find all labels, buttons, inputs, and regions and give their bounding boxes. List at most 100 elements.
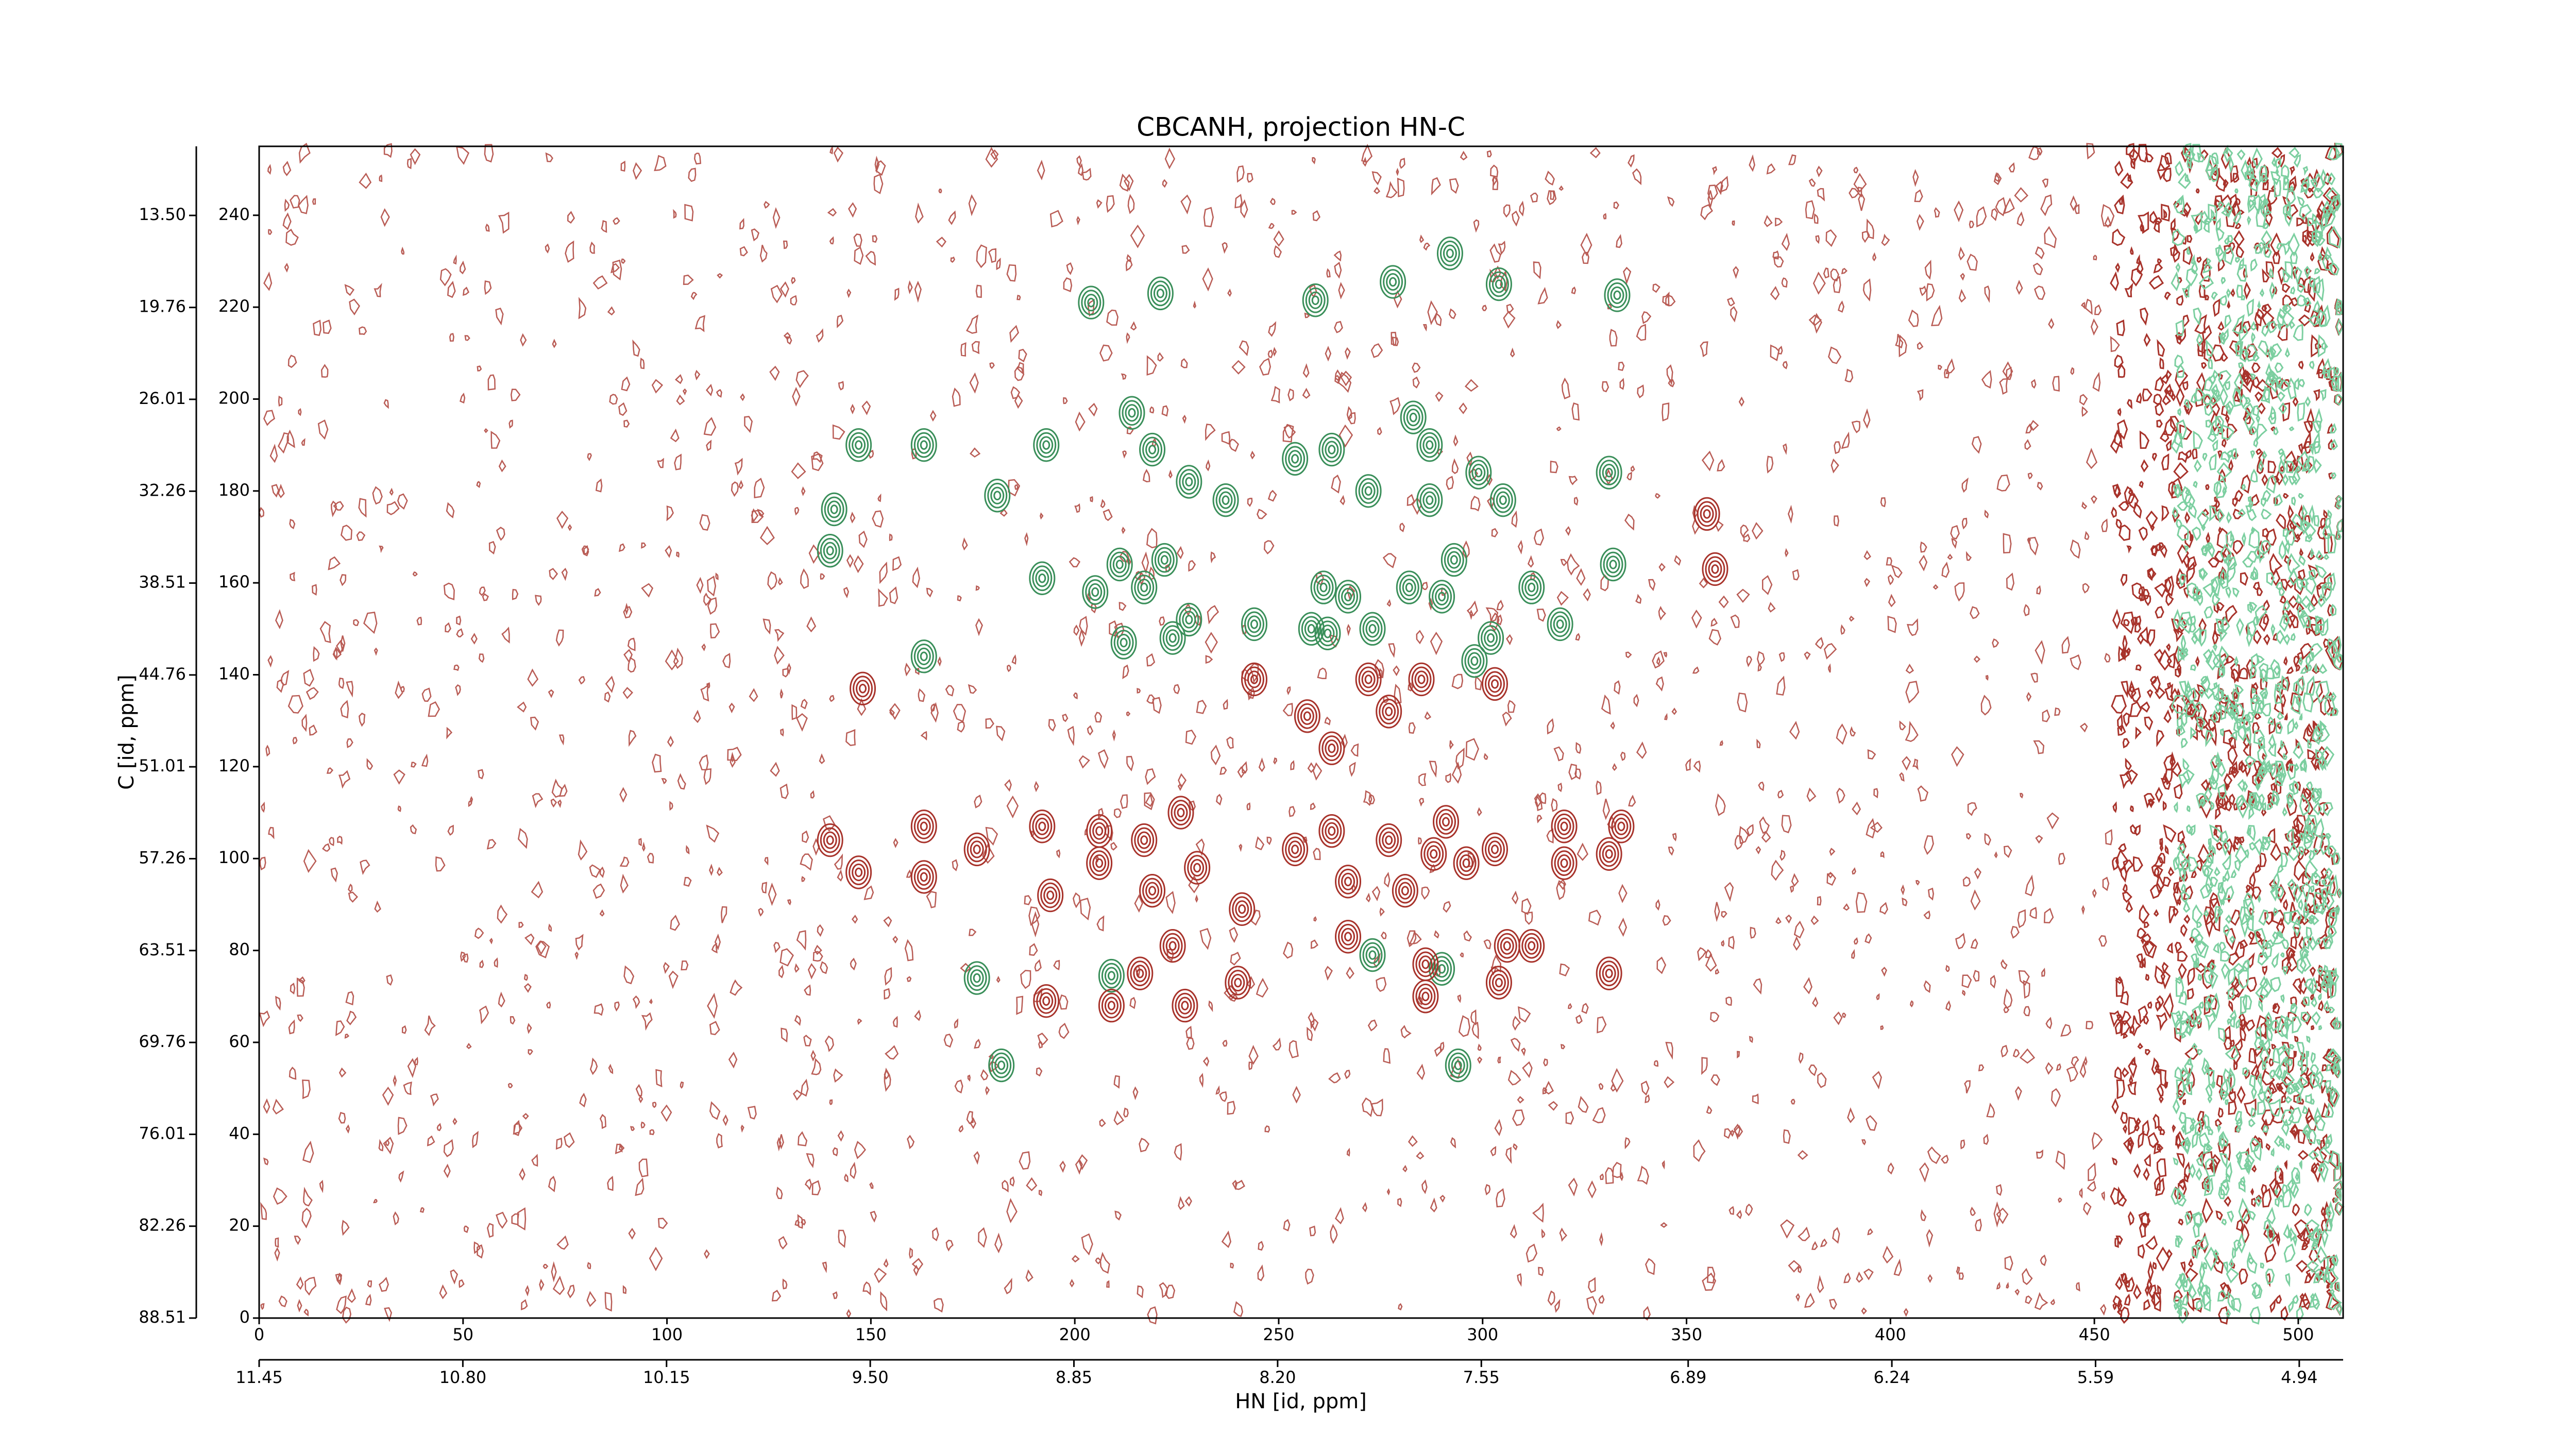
x2-tick-label: 10.80 bbox=[439, 1368, 487, 1387]
chart-title: CBCANH, projection HN-C bbox=[1137, 112, 1465, 142]
peak-inner-contour bbox=[1175, 992, 1195, 1019]
peak-inner-contour bbox=[1368, 624, 1377, 634]
peak-contour bbox=[1033, 984, 1060, 1018]
peak-inner-contour bbox=[1500, 937, 1514, 955]
y-tick-label: 180 bbox=[218, 480, 250, 500]
peak-contour bbox=[1482, 667, 1509, 701]
peak bbox=[1376, 823, 1402, 857]
peak-inner-contour bbox=[913, 432, 934, 458]
peak-inner-contour bbox=[1316, 578, 1331, 597]
peak bbox=[1318, 731, 1345, 765]
peak-inner-contour bbox=[1042, 996, 1050, 1006]
peak-contour bbox=[1212, 483, 1239, 517]
peak-inner-contour bbox=[1524, 578, 1539, 597]
peak-contour bbox=[1078, 285, 1105, 319]
peak-contour bbox=[963, 832, 990, 867]
y-tick-label: 240 bbox=[218, 205, 250, 224]
peak-inner-contour bbox=[1231, 973, 1245, 992]
x2-tick-label: 11.45 bbox=[235, 1368, 283, 1387]
y2-tick-label: 51.01 bbox=[139, 756, 186, 775]
peak-inner-contour bbox=[1154, 547, 1175, 573]
peak-inner-contour bbox=[1599, 960, 1619, 987]
peak-inner-contour bbox=[1341, 587, 1355, 606]
peak-inner-contour bbox=[1451, 1056, 1465, 1074]
x-tick-label: 350 bbox=[1671, 1325, 1702, 1344]
peak-inner-contour bbox=[1398, 882, 1412, 900]
x2-tick-label: 8.20 bbox=[1259, 1368, 1296, 1387]
y2-tick-label: 19.76 bbox=[139, 297, 186, 316]
peak-inner-contour bbox=[1344, 876, 1352, 887]
peak-inner-contour bbox=[1417, 674, 1426, 684]
peak-inner-contour bbox=[1450, 555, 1458, 565]
peak-inner-contour bbox=[1442, 817, 1450, 827]
x-tick-label: 250 bbox=[1263, 1325, 1294, 1344]
peak bbox=[1433, 805, 1460, 839]
peak-inner-contour bbox=[1365, 946, 1380, 964]
peak-inner-contour bbox=[1470, 656, 1479, 666]
peak-inner-contour bbox=[1484, 629, 1498, 647]
peak-contour bbox=[1086, 846, 1113, 880]
peak-inner-contour bbox=[1475, 467, 1483, 478]
peak-inner-contour bbox=[913, 643, 934, 669]
peak-inner-contour bbox=[1481, 625, 1501, 651]
peak-inner-contour bbox=[1338, 923, 1359, 950]
y2-tick-label: 26.01 bbox=[139, 389, 186, 408]
peak bbox=[1139, 873, 1166, 908]
peak-inner-contour bbox=[991, 1052, 1012, 1078]
peak-inner-contour bbox=[1560, 858, 1568, 868]
peak-inner-contour bbox=[1487, 633, 1495, 643]
peak-inner-contour bbox=[1599, 460, 1619, 486]
peak-inner-contour bbox=[1125, 404, 1139, 422]
peak-contour bbox=[1465, 455, 1492, 490]
peak-inner-contour bbox=[1311, 295, 1319, 306]
peak-inner-contour bbox=[1553, 615, 1567, 633]
x-axis-label: HN [id, ppm] bbox=[1235, 1390, 1367, 1413]
peak-inner-contour bbox=[1145, 441, 1160, 459]
peak bbox=[1547, 607, 1573, 642]
x2-tick-label: 8.85 bbox=[1056, 1368, 1092, 1387]
peak-contour bbox=[1604, 278, 1631, 312]
peak-inner-contour bbox=[1328, 743, 1336, 753]
peak-inner-contour bbox=[1140, 582, 1148, 593]
peak bbox=[1078, 285, 1105, 319]
peak-inner-contour bbox=[849, 432, 869, 458]
y-tick-label: 140 bbox=[218, 664, 250, 684]
peak bbox=[1335, 580, 1362, 614]
peak bbox=[910, 809, 937, 843]
peak-inner-contour bbox=[1447, 551, 1461, 569]
peak-contour bbox=[1159, 621, 1186, 655]
peak-inner-contour bbox=[1113, 630, 1134, 656]
peak-inner-contour bbox=[1405, 582, 1413, 593]
peak bbox=[1392, 873, 1418, 908]
peak-inner-contour bbox=[913, 813, 934, 839]
peak bbox=[1033, 428, 1060, 462]
peak bbox=[1151, 543, 1178, 577]
peak bbox=[1318, 814, 1345, 848]
peak-inner-contour bbox=[1308, 291, 1323, 309]
x-tick-label: 100 bbox=[651, 1325, 683, 1344]
x-tick-label: 150 bbox=[855, 1325, 887, 1344]
peak-inner-contour bbox=[1035, 817, 1049, 835]
x-tick-label: 50 bbox=[452, 1325, 473, 1344]
peak bbox=[1429, 952, 1455, 986]
x-tick-label: 0 bbox=[254, 1325, 264, 1344]
peak bbox=[910, 860, 937, 894]
peak-inner-contour bbox=[1602, 464, 1616, 482]
peak-inner-contour bbox=[1104, 967, 1118, 985]
peak-contour bbox=[1176, 465, 1202, 499]
peak-inner-contour bbox=[1495, 279, 1503, 289]
peak-inner-contour bbox=[1321, 436, 1342, 463]
peak-inner-contour bbox=[967, 965, 987, 991]
peak-inner-contour bbox=[994, 1056, 1009, 1074]
peak-inner-contour bbox=[1179, 469, 1199, 495]
peak-inner-contour bbox=[1362, 616, 1383, 642]
peak-inner-contour bbox=[1617, 821, 1625, 832]
peak-inner-contour bbox=[1177, 807, 1185, 818]
peak-inner-contour bbox=[1148, 886, 1157, 896]
peak-contour bbox=[1037, 878, 1064, 913]
peak bbox=[1298, 612, 1325, 646]
peak bbox=[1445, 1048, 1471, 1083]
peak bbox=[1294, 699, 1320, 733]
x2-tick-label: 5.59 bbox=[2077, 1368, 2114, 1387]
